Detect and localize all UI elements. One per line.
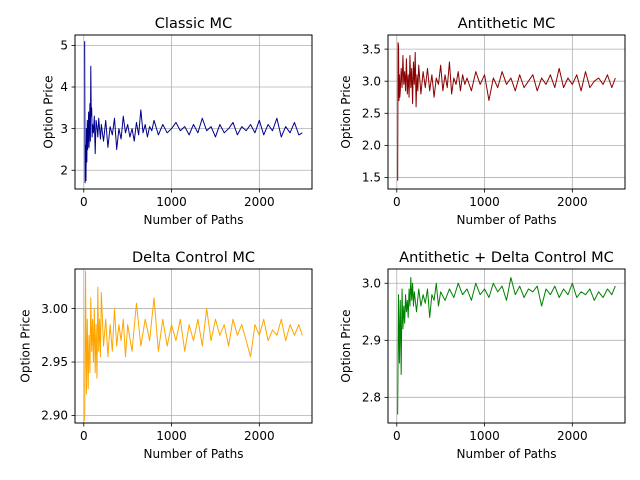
x-tick-label: 1000 — [469, 195, 500, 209]
axes-frame — [387, 34, 626, 190]
y-tick-label: 3.5 — [362, 42, 381, 56]
y-tick-label: 3.00 — [41, 302, 68, 316]
y-axis-label: Option Price — [339, 75, 353, 148]
x-axis-label: Number of Paths — [456, 447, 556, 461]
x-tick-label: 1000 — [156, 195, 187, 209]
axes-frame — [74, 34, 313, 190]
y-tick-label: 2.5 — [362, 106, 381, 120]
y-tick-label: 3.0 — [362, 74, 381, 88]
y-axis-label: Option Price — [19, 309, 33, 382]
y-tick-label: 2.8 — [362, 391, 381, 405]
y-tick-label: 5 — [60, 39, 68, 53]
y-tick-label: 2.95 — [41, 355, 68, 369]
subplot-title: Antithetic + Delta Control MC — [399, 250, 614, 266]
y-axis-label: Option Price — [339, 309, 353, 382]
x-tick-label: 2000 — [557, 195, 588, 209]
subplot-title: Classic MC — [155, 16, 232, 32]
x-axis-label: Number of Paths — [143, 213, 243, 227]
series-line — [84, 270, 303, 421]
x-tick-label: 0 — [80, 429, 88, 443]
subplot-title: Antithetic MC — [458, 16, 556, 32]
x-tick-label: 2000 — [244, 195, 275, 209]
x-axis-label: Number of Paths — [143, 447, 243, 461]
y-tick-label: 3.0 — [362, 276, 381, 290]
y-tick-label: 2.90 — [41, 409, 68, 423]
y-tick-label: 2 — [60, 163, 68, 177]
axes-frame — [74, 268, 313, 424]
subplot-4: 0 1000 2000 2.8 2.9 3.0 Antithetic + Delta Con… — [339, 250, 626, 461]
series-line — [397, 42, 616, 181]
x-axis-label: Number of Paths — [456, 213, 556, 227]
y-tick-label: 2.9 — [362, 333, 381, 347]
x-tick-label: 0 — [80, 195, 88, 209]
x-tick-label: 2000 — [244, 429, 275, 443]
y-tick-label: 3 — [60, 122, 68, 136]
y-tick-label: 2.0 — [362, 139, 381, 153]
series-line — [84, 41, 303, 184]
x-tick-label: 0 — [393, 195, 401, 209]
subplot-1: 0 1000 2000 2 3 4 5 Classic MC Number of Paths Op… — [41, 16, 313, 227]
x-tick-label: 1000 — [156, 429, 187, 443]
series-line — [397, 277, 616, 415]
x-tick-label: 1000 — [469, 429, 500, 443]
subplot-title: Delta Control MC — [132, 250, 255, 266]
subplot-2: 0 1000 2000 1.5 2.0 2.5 3.0 3.5 Antithetic MC Num… — [339, 16, 626, 227]
x-tick-label: 2000 — [557, 429, 588, 443]
axes-frame — [387, 268, 626, 424]
y-tick-label: 4 — [60, 80, 68, 94]
subplot-3: 0 1000 2000 2.90 2.95 3.00 Delta Control MC Num… — [19, 250, 313, 461]
y-tick-label: 1.5 — [362, 171, 381, 185]
x-tick-label: 0 — [393, 429, 401, 443]
y-axis-label: Option Price — [41, 75, 55, 148]
